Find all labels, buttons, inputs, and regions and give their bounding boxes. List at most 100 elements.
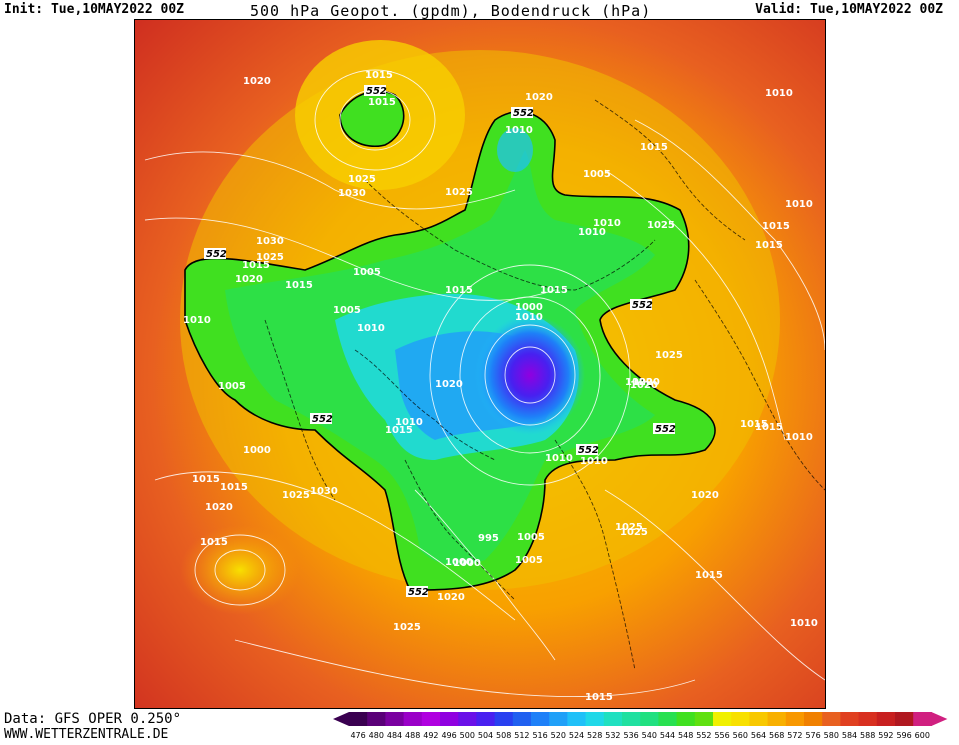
pressure-label: 1000 xyxy=(445,557,473,568)
pressure-label: 1015 xyxy=(755,240,783,251)
scale-swatch xyxy=(676,712,696,726)
pressure-label: 1025 xyxy=(620,527,648,538)
scale-swatch xyxy=(622,712,641,726)
pressure-label: 1015 xyxy=(192,474,220,485)
deep-low-center xyxy=(475,315,585,435)
scale-swatch xyxy=(512,712,532,726)
scale-tick-label: 576 xyxy=(805,731,820,740)
pressure-label: 1010 xyxy=(357,323,385,334)
geopotential-label: 552 xyxy=(513,108,534,119)
geopotential-label: 552 xyxy=(366,86,387,97)
pressure-label: 1010 xyxy=(765,88,793,99)
pressure-label: 1005 xyxy=(353,267,381,278)
scale-tick-label: 484 xyxy=(387,731,402,740)
pressure-label: 1025 xyxy=(348,174,376,185)
scale-swatch xyxy=(858,712,878,726)
pressure-label: 1020 xyxy=(235,274,263,285)
scale-swatch xyxy=(585,712,605,726)
low-arctic xyxy=(497,128,533,172)
scale-arrow-left xyxy=(333,712,349,726)
pressure-label: 1000 xyxy=(243,445,271,456)
scale-tick-label: 560 xyxy=(733,731,748,740)
scale-swatch xyxy=(367,712,386,726)
pressure-label: 1025 xyxy=(256,252,284,263)
scale-tick-label: 512 xyxy=(514,731,529,740)
scale-swatch xyxy=(822,712,841,726)
pressure-label: 1015 xyxy=(585,692,613,703)
color-scale-legend: 476 480 484 488 492 496 500 504 508 512 516 520 524 5… xyxy=(333,712,959,741)
scale-tick-label: 520 xyxy=(551,731,566,740)
pressure-label: 1010 xyxy=(785,199,813,210)
valid-time: Valid: Tue,10MAY2022 00Z xyxy=(755,2,943,17)
scale-swatch xyxy=(694,712,714,726)
pressure-label: 1015 xyxy=(365,70,393,81)
geopotential-label-box xyxy=(576,444,598,455)
scale-tick-label: 528 xyxy=(587,731,602,740)
pressure-label: 1030 xyxy=(256,236,284,247)
map-title: 500 hPa Geopot. (gpdm), Bodendruck (hPa) xyxy=(250,2,652,20)
pressure-label: 1015 xyxy=(445,285,473,296)
scale-swatch xyxy=(804,712,823,726)
scale-tick-label: 480 xyxy=(369,731,384,740)
scale-swatch xyxy=(567,712,587,726)
geopotential-label-box xyxy=(630,299,652,310)
scale-tick-label: 564 xyxy=(751,731,766,740)
pressure-label: 1010 xyxy=(593,218,621,229)
scale-tick-label: 516 xyxy=(532,731,547,740)
scale-tick-label: 552 xyxy=(696,731,711,740)
scale-swatch xyxy=(713,712,732,726)
pressure-label: 1025 xyxy=(393,622,421,633)
scale-tick-label: 544 xyxy=(660,731,675,740)
coastlines xyxy=(264,99,825,671)
pressure-labels: 1020101510151025103010201010101510051010… xyxy=(183,70,818,708)
pressure-label: 1010 xyxy=(183,315,211,326)
geopotential-label: 552 xyxy=(312,414,333,425)
pressure-label: 1010 xyxy=(395,417,423,428)
pressure-label: 1015 xyxy=(740,419,768,430)
scale-swatch xyxy=(603,712,623,726)
pressure-label: 1030 xyxy=(310,486,338,497)
scale-swatch xyxy=(895,712,914,726)
geopotential-label: 552 xyxy=(655,424,676,435)
pressure-label: 1020 xyxy=(205,502,233,513)
scale-swatch xyxy=(767,712,787,726)
pressure-label: 1030 xyxy=(338,188,366,199)
scale-tick-label: 556 xyxy=(714,731,729,740)
scale-tick-label: 592 xyxy=(878,731,893,740)
scale-tick-label: 508 xyxy=(496,731,511,740)
scale-tick-label: 572 xyxy=(787,731,802,740)
pressure-label: 1005 xyxy=(583,169,611,180)
scale-swatch xyxy=(494,712,514,726)
scale-swatch xyxy=(476,712,496,726)
pressure-label: 1015 xyxy=(200,537,228,548)
pressure-label: 1015 xyxy=(242,260,270,271)
pressure-label: 1025 xyxy=(282,490,310,501)
scale-swatch xyxy=(385,712,405,726)
scale-swatch xyxy=(403,712,423,726)
weather-map[interactable]: 1020 1015 1015 1025 1030 1020 1010 1015 1005 1010… xyxy=(134,19,826,709)
pressure-label: 1010 xyxy=(785,432,813,443)
pressure-label: 1010 xyxy=(545,453,573,464)
pressure-label: 1025 xyxy=(615,522,643,533)
pressure-label: 1000 xyxy=(453,558,481,569)
pressure-label: 1005 xyxy=(333,305,361,316)
scale-tick-label: 532 xyxy=(605,731,620,740)
pressure-label: 1015 xyxy=(540,285,568,296)
pressure-label: 1020 xyxy=(525,92,553,103)
pressure-label: 1020 xyxy=(691,490,719,501)
scale-tick-label: 540 xyxy=(642,731,657,740)
scale-tick-label: 496 xyxy=(441,731,456,740)
scale-swatch xyxy=(349,712,368,726)
scale-swatch xyxy=(731,712,750,726)
pressure-label: 1020 xyxy=(243,76,271,87)
pressure-label: 1020 xyxy=(630,380,658,391)
pressure-label: 1025 xyxy=(385,707,413,708)
website-credit: WWW.WETTERZENTRALE.DE xyxy=(4,727,169,742)
scale-tick-label: 600 xyxy=(915,731,930,740)
pressure-label: 1010 xyxy=(580,456,608,467)
pressure-label: 1000 xyxy=(515,302,543,313)
scale-tick-label: 504 xyxy=(478,731,493,740)
geopotential-label: 552 xyxy=(206,249,227,260)
init-time: Init: Tue,10MAY2022 00Z xyxy=(4,2,185,17)
pressure-label: 1005 xyxy=(515,555,543,566)
